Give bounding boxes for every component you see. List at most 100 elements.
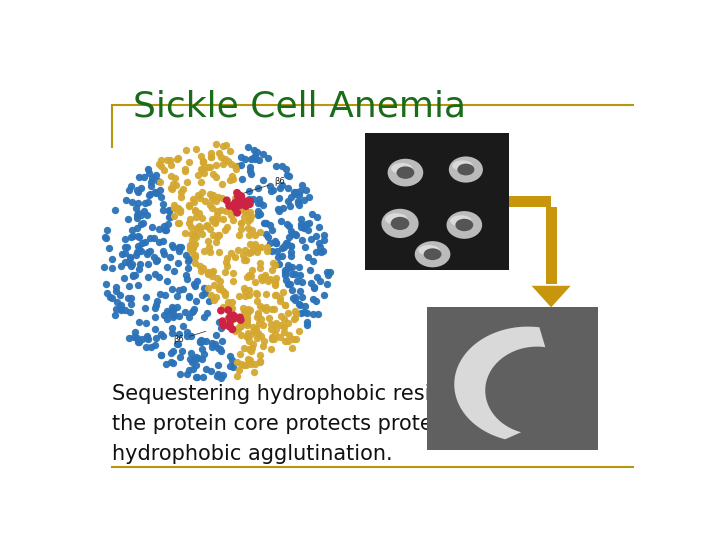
Point	[119, 274, 130, 282]
Point	[230, 327, 241, 335]
Point	[260, 290, 271, 299]
Point	[168, 204, 180, 212]
Point	[310, 232, 322, 241]
Point	[200, 221, 212, 230]
Point	[272, 205, 284, 213]
Point	[186, 308, 198, 316]
Point	[174, 219, 185, 228]
Point	[109, 206, 121, 214]
Point	[150, 304, 161, 313]
Point	[269, 291, 281, 299]
Point	[215, 345, 226, 354]
Point	[305, 266, 316, 274]
Point	[156, 330, 167, 339]
Point	[269, 329, 280, 338]
Point	[251, 334, 263, 343]
Point	[161, 307, 173, 316]
Point	[278, 204, 289, 212]
Point	[139, 304, 150, 313]
Point	[278, 328, 289, 336]
Point	[291, 188, 302, 197]
Point	[131, 334, 143, 342]
Point	[254, 198, 266, 207]
Point	[207, 191, 219, 199]
Point	[245, 163, 256, 172]
Point	[212, 369, 224, 378]
Point	[132, 208, 144, 217]
Ellipse shape	[456, 219, 473, 231]
Point	[167, 359, 179, 367]
Point	[228, 362, 239, 371]
Point	[294, 327, 305, 335]
Point	[241, 272, 253, 281]
Point	[114, 291, 126, 300]
Point	[246, 266, 258, 275]
Point	[168, 212, 179, 221]
Point	[289, 190, 300, 199]
Ellipse shape	[397, 166, 414, 179]
Point	[155, 186, 166, 194]
Point	[259, 271, 271, 280]
Point	[289, 270, 301, 279]
Point	[215, 347, 226, 356]
Circle shape	[226, 323, 234, 330]
Point	[299, 224, 310, 232]
Point	[189, 253, 201, 261]
Point	[154, 289, 166, 298]
Ellipse shape	[418, 245, 440, 255]
Point	[285, 226, 297, 235]
Point	[278, 242, 289, 251]
Point	[256, 242, 267, 251]
Point	[163, 213, 175, 222]
Point	[186, 248, 197, 256]
Point	[211, 274, 222, 282]
Point	[240, 313, 252, 322]
Point	[238, 361, 250, 369]
Point	[131, 223, 143, 232]
Point	[308, 284, 320, 292]
Point	[175, 242, 186, 251]
Point	[149, 187, 161, 196]
Point	[282, 279, 294, 288]
Point	[201, 364, 212, 373]
Point	[239, 291, 251, 300]
Point	[284, 331, 295, 340]
Point	[212, 233, 223, 242]
Point	[111, 283, 122, 292]
Point	[240, 256, 252, 265]
Point	[235, 360, 246, 369]
Ellipse shape	[387, 159, 423, 186]
Point	[181, 146, 192, 155]
Point	[114, 305, 126, 313]
Point	[119, 248, 130, 257]
Point	[279, 268, 291, 276]
Point	[315, 243, 326, 252]
Point	[238, 344, 250, 353]
Point	[199, 288, 211, 297]
Point	[295, 214, 307, 223]
Point	[281, 239, 292, 247]
Point	[125, 261, 137, 270]
Point	[289, 230, 301, 238]
Ellipse shape	[450, 215, 472, 226]
Point	[165, 160, 176, 169]
Point	[299, 302, 310, 311]
Point	[179, 165, 191, 173]
Point	[300, 219, 312, 228]
Point	[247, 339, 258, 348]
Point	[211, 371, 222, 380]
Circle shape	[228, 326, 236, 333]
Point	[245, 240, 256, 248]
Point	[197, 187, 208, 196]
Point	[242, 354, 253, 363]
Point	[184, 201, 195, 210]
Point	[289, 314, 300, 322]
Point	[198, 158, 210, 166]
Point	[235, 330, 247, 339]
Point	[150, 341, 161, 349]
Point	[189, 206, 201, 215]
Point	[106, 293, 117, 302]
Point	[224, 352, 235, 361]
Point	[217, 160, 229, 168]
Bar	[427, 307, 598, 450]
